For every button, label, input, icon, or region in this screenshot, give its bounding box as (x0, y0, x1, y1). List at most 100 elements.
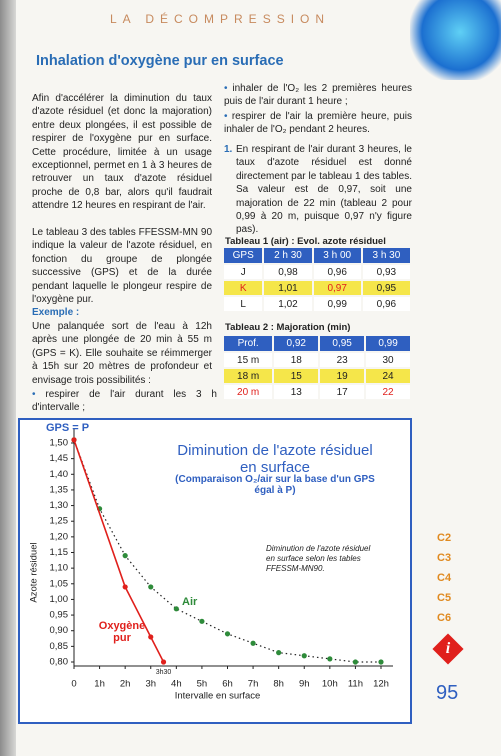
table-cell: 0,99 (313, 297, 361, 311)
x-tick-label: 8h (273, 679, 284, 690)
table-cell: 0,96 (362, 297, 410, 311)
data-point (276, 650, 282, 656)
y-tick-label: 1,30 (50, 500, 69, 511)
side-tab: C6 (437, 612, 452, 624)
paragraph: Afin d'accélérer la diminution du taux d… (32, 93, 212, 212)
table-cell: 0,97 (313, 281, 361, 295)
table-cell: 15 m (224, 353, 273, 367)
data-point (224, 631, 231, 637)
table-cell: 0,98 (264, 265, 312, 279)
series-label: Air (182, 596, 198, 608)
list-marker: 1. (224, 144, 233, 155)
table-cell: 1,01 (264, 281, 312, 295)
header-cell: 0,95 (320, 336, 365, 351)
x-tick-label: 9h (299, 679, 310, 690)
table-row: 18 m 15 19 24 (224, 369, 410, 383)
x-tick-label: 10h (322, 679, 338, 690)
x-tick-label: 1h (94, 679, 105, 690)
end-label: 3h30 (156, 669, 172, 676)
y-tick-label: 1,40 (50, 469, 69, 480)
data-point (122, 584, 128, 590)
y-axis-label: Azote résiduel (29, 542, 40, 602)
y-tick-label: 1,25 (50, 516, 69, 527)
chart-note: Diminution de l'azote résiduel en surfac… (266, 544, 371, 573)
y-tick-label: 1,05 (50, 578, 69, 589)
table-row: 20 m 13 17 22 (224, 385, 410, 399)
table-cell: 15 (274, 369, 319, 383)
x-tick-label: 5h (197, 679, 208, 690)
table-title: Tableau 1 (air) : Evol. azote résiduel (225, 236, 386, 247)
chart-subtitle: (Comparaison O₂/air sur la base d'un GPS… (175, 474, 375, 496)
example-text: Une palanquée sort de l'eau à 12h après … (32, 321, 212, 386)
header-cell: 3 h 00 (313, 248, 361, 263)
table-cell: 0,95 (362, 281, 410, 295)
header-cell: 0,92 (274, 336, 319, 351)
header-image (410, 0, 501, 80)
y-tick-label: 0,95 (50, 610, 69, 621)
table-cell: 19 (320, 369, 365, 383)
x-tick-label: 7h (248, 679, 259, 690)
header-cell: Prof. (224, 336, 273, 351)
data-point (327, 656, 333, 662)
data-point (378, 659, 384, 665)
y-tick-label: 0,85 (50, 641, 69, 652)
chart: 0,80 0,85 0,90 0,95 1,00 1,05 1,10 1,15 1,20 1,25… (29, 429, 393, 702)
table-row: K 1,01 0,97 0,95 (224, 281, 410, 295)
data-point (122, 553, 128, 559)
table-header: GPS 2 h 30 3 h 00 3 h 30 (224, 248, 410, 263)
y-tick-label: 1,45 (50, 453, 69, 464)
table-cell: 24 (366, 369, 410, 383)
table-row: 15 m 18 23 30 (224, 353, 410, 367)
start-label: GPS = P (46, 422, 90, 434)
y-tick-label: 0,80 (50, 657, 69, 668)
bullet: inhaler de l'O₂ les 2 premières heures p… (224, 82, 412, 109)
x-axis-label: Intervalle en surface (175, 691, 261, 702)
table: Prof. 0,92 0,95 0,99 15 m 18 23 30 18 m 15 19 24 20 … (222, 334, 412, 401)
series-line (73, 439, 165, 663)
x-tick-label: 2h (120, 679, 131, 690)
example-title: Exemple : (32, 307, 80, 318)
side-tab: C3 (437, 552, 452, 564)
table-row: L 1,02 0,99 0,96 (224, 297, 410, 311)
page-number: 95 (436, 682, 459, 704)
bullet: respirer de l'air la première heure, pui… (224, 110, 412, 137)
y-tick-label: 1,00 (50, 594, 69, 605)
table-cell: 18 (274, 353, 319, 367)
table-cell: L (224, 297, 263, 311)
table-row: J 0,98 0,96 0,93 (224, 265, 410, 279)
numbered-text: En respirant de l'air durant 3 heures, l… (236, 144, 412, 236)
table-cell: 22 (366, 385, 410, 399)
y-tick-label: 1,20 (50, 531, 69, 542)
table-cell: 0,93 (362, 265, 410, 279)
header-cell: 3 h 30 (362, 248, 410, 263)
x-tick-label: 0 (71, 679, 76, 690)
x-tick-label: 11h (348, 679, 363, 690)
section-title: Inhalation d'oxygène pur en surface (36, 53, 284, 69)
header-cell: GPS (224, 248, 263, 263)
table-cell: 1,02 (264, 297, 312, 311)
table-cell: 30 (366, 353, 410, 367)
data-point (148, 634, 154, 640)
side-tab: C5 (437, 592, 452, 604)
bullet: respirer de l'air durant les 3 h d'inter… (32, 388, 217, 415)
y-tick-label: 1,35 (50, 484, 69, 495)
table: GPS 2 h 30 3 h 00 3 h 30 J 0,98 0,96 0,93 K 1,01 0… (222, 246, 412, 313)
header-cell: 0,99 (366, 336, 410, 351)
chart-title: Diminution de l'azote résiduel en surfac… (177, 442, 373, 476)
x-tick-label: 3h (145, 679, 156, 690)
data-point (352, 659, 359, 665)
y-tick-label: 0,90 (50, 625, 69, 636)
table-cell: J (224, 265, 263, 279)
header-cell: 2 h 30 (264, 248, 312, 263)
data-point (71, 437, 77, 443)
table-cell: 20 m (224, 385, 273, 399)
data-point (301, 653, 307, 659)
paragraph: Le tableau 3 des tables FFESSM-MN 90 ind… (32, 227, 212, 306)
side-tab: C4 (437, 572, 452, 584)
x-tick-label: 12h (373, 679, 389, 690)
table-cell: 23 (320, 353, 365, 367)
data-point (173, 606, 179, 612)
data-point (199, 618, 205, 624)
y-tick-label: 1,10 (50, 563, 69, 574)
